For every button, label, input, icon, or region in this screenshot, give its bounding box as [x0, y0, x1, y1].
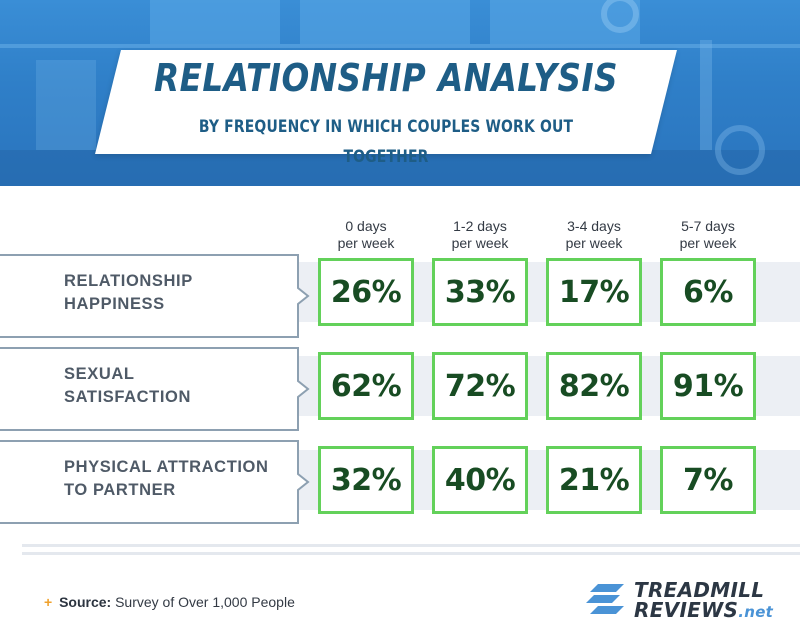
bottom-divider-lines [22, 544, 800, 555]
chart-subtitle: BY FREQUENCY IN WHICH COUPLES WORK OUT T… [198, 117, 574, 167]
value-cell: 91% [660, 352, 756, 420]
row-label-0: RELATIONSHIP HAPPINESS [64, 272, 193, 313]
logo-text-line1: TREADMILL [634, 578, 765, 602]
value-text: 32% [330, 462, 402, 498]
value-text: 21% [558, 462, 630, 498]
chart-title: RELATIONSHIP ANALYSIS [153, 56, 619, 100]
column-header-3: 5-7 days per week [660, 218, 756, 252]
logo-text-line2: REVIEWS.net [634, 598, 773, 622]
value-text: 82% [558, 368, 630, 404]
row-label-2: PHYSICAL ATTRACTION TO PARTNER [64, 458, 269, 499]
source-label: Source: [59, 594, 112, 610]
column-header-1: 1-2 days per week [432, 218, 528, 252]
column-header-line1: 5-7 days [681, 218, 735, 234]
value-cell: 82% [546, 352, 642, 420]
value-text: 40% [444, 462, 516, 498]
header-banner [0, 0, 800, 186]
column-header-line1: 3-4 days [567, 218, 621, 234]
logo-text-suffix: .net [738, 603, 774, 621]
value-text: 91% [672, 368, 744, 404]
treadmill-logo-icon [586, 584, 624, 614]
value-cell: 72% [432, 352, 528, 420]
value-text: 6% [683, 274, 733, 310]
row-label-arrow-box [0, 254, 310, 338]
column-header-line1: 1-2 days [453, 218, 507, 234]
value-text: 72% [444, 368, 516, 404]
row-label-1: SEXUAL SATISFACTION [64, 365, 191, 406]
value-cell: 6% [660, 258, 756, 326]
value-cell: 21% [546, 446, 642, 514]
row-label-arrow-box [0, 440, 310, 524]
plus-icon: + [44, 594, 53, 610]
gym-background-graphic [0, 0, 800, 186]
column-header-0: 0 days per week [318, 218, 414, 252]
value-text: 26% [330, 274, 402, 310]
column-header-line2: per week [679, 235, 737, 251]
value-cell: 26% [318, 258, 414, 326]
column-header-line1: 0 days [345, 218, 387, 234]
value-cell: 33% [432, 258, 528, 326]
column-header-2: 3-4 days per week [546, 218, 642, 252]
value-cell: 17% [546, 258, 642, 326]
row-label-arrow-box [0, 347, 310, 431]
value-cell: 62% [318, 352, 414, 420]
source-text: Survey of Over 1,000 People [115, 594, 295, 610]
column-header-line2: per week [565, 235, 623, 251]
value-cell: 40% [432, 446, 528, 514]
value-text: 33% [444, 274, 516, 310]
column-header-line2: per week [337, 235, 395, 251]
value-cell: 7% [660, 446, 756, 514]
logo-text-reviews: REVIEWS [634, 598, 739, 622]
value-text: 17% [558, 274, 630, 310]
value-text: 62% [330, 368, 402, 404]
value-cell: 32% [318, 446, 414, 514]
column-header-line2: per week [451, 235, 509, 251]
value-text: 7% [683, 462, 733, 498]
source-note: + Source: Survey of Over 1,000 People [44, 594, 295, 610]
